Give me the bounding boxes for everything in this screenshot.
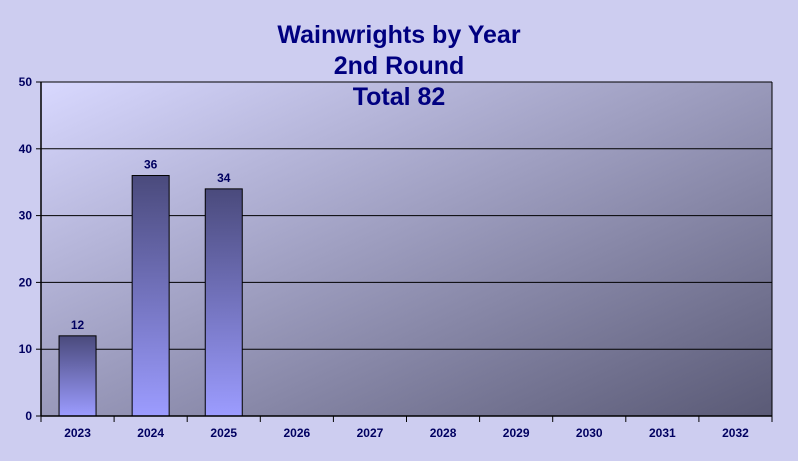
- x-tick-label: 2029: [503, 426, 530, 440]
- x-tick-label: 2027: [357, 426, 384, 440]
- chart-title: Wainwrights by Year 2nd Round Total 82: [0, 20, 798, 113]
- bar-2025: [204, 188, 243, 417]
- x-tick-label: 2030: [576, 426, 603, 440]
- y-tick-label: 40: [19, 142, 33, 156]
- y-tick-label: 0: [25, 409, 32, 423]
- data-label-2023: 12: [71, 318, 85, 332]
- title-line-1: Wainwrights by Year: [277, 21, 521, 49]
- x-tick-label: 2032: [722, 426, 749, 440]
- x-tick-label: 2026: [283, 426, 310, 440]
- title-line-2: 2nd Round: [333, 52, 465, 80]
- y-tick-label: 20: [19, 275, 33, 289]
- data-label-2024: 36: [144, 158, 158, 172]
- y-tick-label: 30: [19, 209, 33, 223]
- y-tick-label: 10: [19, 342, 33, 356]
- bar-2024: [131, 175, 170, 417]
- data-label-2025: 34: [217, 171, 231, 185]
- bar-2023: [58, 335, 97, 417]
- x-tick-label: 2025: [210, 426, 237, 440]
- x-tick-label: 2031: [649, 426, 676, 440]
- x-tick-label: 2028: [430, 426, 457, 440]
- x-tick-label: 2023: [64, 426, 91, 440]
- y-tick-label: 50: [19, 75, 33, 89]
- title-line-3: Total 82: [352, 83, 446, 111]
- x-tick-label: 2024: [137, 426, 164, 440]
